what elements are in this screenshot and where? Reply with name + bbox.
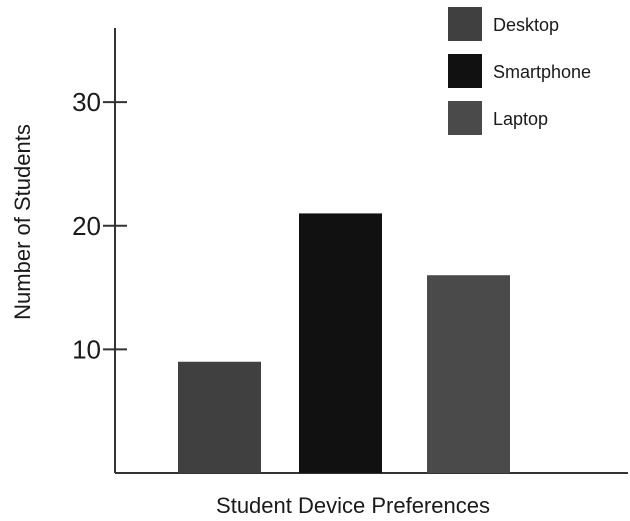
legend: Desktop Smartphone Laptop <box>448 7 591 135</box>
legend-label-laptop: Laptop <box>493 109 548 129</box>
bar-desktop <box>178 361 261 473</box>
legend-label-desktop: Desktop <box>493 15 559 35</box>
legend-swatch-laptop <box>448 101 482 135</box>
bar-laptop <box>427 275 510 473</box>
y-tick-label: 30 <box>72 87 101 117</box>
y-axis-title: Number of Students <box>10 124 35 320</box>
legend-swatch-smartphone <box>448 54 482 88</box>
bars <box>178 213 510 473</box>
legend-swatch-desktop <box>448 7 482 41</box>
x-axis-title: Student Device Preferences <box>216 493 490 518</box>
legend-label-smartphone: Smartphone <box>493 62 591 82</box>
y-tick-label: 20 <box>72 211 101 241</box>
y-tick-label: 10 <box>72 334 101 364</box>
y-ticks: 10 20 30 <box>72 87 127 364</box>
bar-smartphone <box>299 213 382 473</box>
